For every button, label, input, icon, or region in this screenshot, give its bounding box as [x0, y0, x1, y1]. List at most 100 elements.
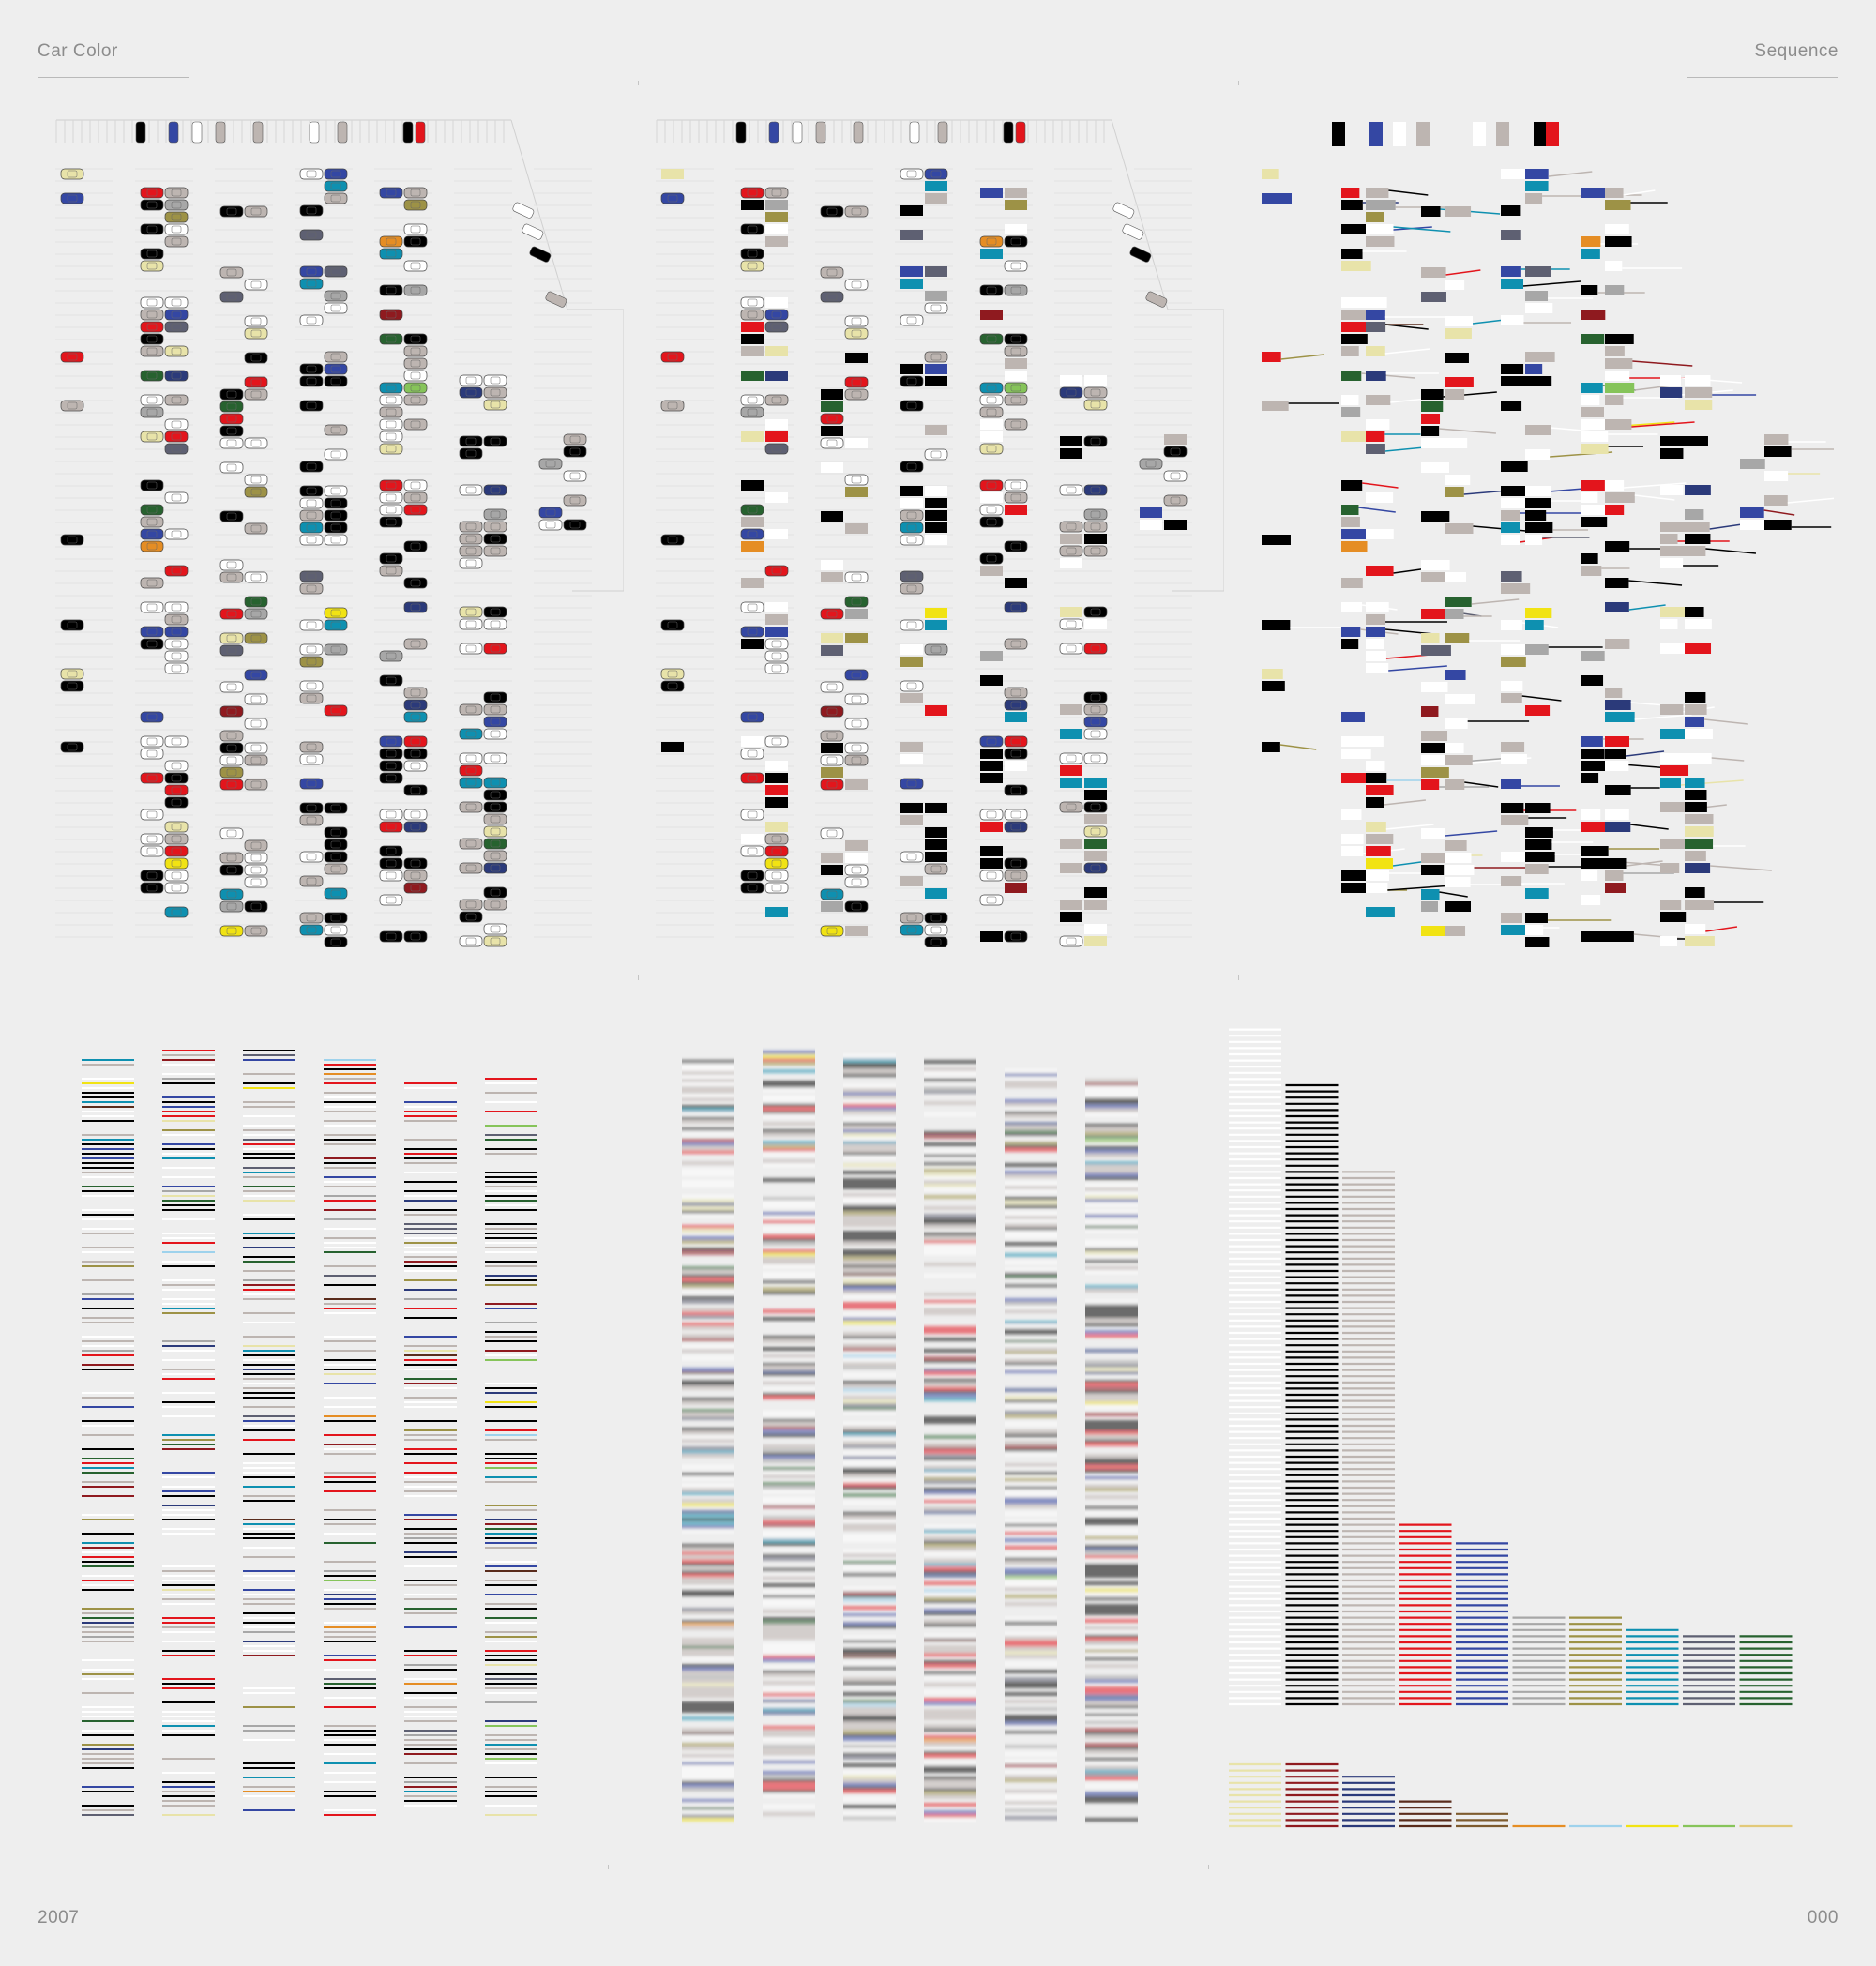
blurred-band [682, 1172, 734, 1176]
blurred-band [1005, 1745, 1057, 1748]
color-block [1421, 901, 1439, 912]
car-window [306, 926, 317, 934]
color-block [1341, 371, 1362, 381]
car-window [747, 189, 758, 197]
car [844, 754, 869, 766]
car [924, 448, 948, 461]
blurred-band [924, 1570, 976, 1574]
car-window [146, 506, 158, 514]
car [764, 565, 789, 577]
blurred-band [1085, 1716, 1138, 1720]
car-block [1005, 358, 1027, 369]
car [140, 199, 164, 211]
car-window [490, 718, 501, 726]
color-link [1279, 744, 1317, 750]
car-window [306, 572, 317, 581]
car-window [306, 658, 317, 666]
blurred-band [843, 1141, 896, 1144]
car-block [1084, 375, 1107, 386]
car-window [226, 829, 237, 838]
blurred-band [682, 1615, 734, 1619]
color-link [1626, 860, 1663, 867]
car-window [330, 304, 341, 312]
color-block [1534, 122, 1547, 146]
blurred-band [924, 1529, 976, 1533]
blurred-band [763, 1752, 815, 1756]
car-window [490, 522, 501, 531]
car [660, 668, 685, 680]
car [1004, 345, 1028, 357]
blurred-band [1085, 1735, 1138, 1739]
car-window [1170, 447, 1181, 456]
blurred-band [843, 1797, 896, 1801]
car-block [900, 815, 923, 825]
car [140, 333, 164, 345]
blurred-band [843, 1606, 896, 1610]
registration-tick [638, 975, 639, 980]
car-window [146, 408, 158, 416]
blurred-band [1085, 1379, 1138, 1383]
blurred-band [1085, 1248, 1138, 1251]
car [164, 845, 189, 857]
car [415, 121, 426, 144]
car-block [925, 522, 947, 533]
car [924, 643, 948, 656]
blurred-band [763, 1373, 815, 1377]
car-window [250, 719, 262, 728]
car-window [490, 937, 501, 945]
car-block [741, 480, 764, 491]
blurred-band [1085, 1139, 1138, 1142]
car-window [826, 780, 838, 789]
car-window [226, 390, 237, 399]
car [219, 401, 244, 413]
car-window [146, 250, 158, 258]
color-link [1623, 189, 1656, 196]
car-window [465, 839, 477, 848]
blurred-band [843, 1137, 896, 1141]
blurred-band [682, 1202, 734, 1206]
car-window [465, 864, 477, 872]
car [459, 728, 483, 740]
car [140, 577, 164, 589]
blurred-band [1005, 1126, 1057, 1129]
blurred-band [924, 1338, 976, 1341]
car-window [465, 644, 477, 653]
blurred-band [763, 1632, 815, 1636]
car [140, 638, 164, 650]
car-window [146, 189, 158, 197]
color-block [1581, 858, 1610, 869]
car-window [146, 396, 158, 404]
car [459, 606, 483, 618]
color-block [1525, 510, 1547, 521]
color-block [1421, 609, 1451, 619]
color-block [1366, 371, 1386, 381]
car-window [226, 854, 237, 862]
car [299, 229, 324, 241]
blurred-band [763, 1152, 815, 1156]
color-block [1341, 602, 1363, 612]
color-block [1581, 773, 1599, 783]
car-block [765, 614, 788, 625]
color-block [1525, 913, 1548, 923]
blurred-band [843, 1711, 896, 1715]
blurred-band [924, 1274, 976, 1278]
blurred-band [843, 1718, 896, 1722]
blurred-band [682, 1589, 734, 1593]
car [1122, 223, 1144, 240]
color-block [1525, 852, 1555, 862]
car-window [146, 432, 158, 441]
car-window [1010, 286, 1021, 295]
blurred-band [682, 1450, 734, 1454]
car [299, 363, 324, 375]
car [403, 418, 428, 431]
blurred-band [1005, 1204, 1057, 1208]
blurred-band [843, 1561, 896, 1565]
car-window [465, 766, 477, 775]
car-window [250, 207, 262, 216]
blurred-band [1085, 1762, 1138, 1765]
blurred-band [1085, 1424, 1138, 1428]
color-block [1366, 346, 1385, 356]
blurred-band [763, 1377, 815, 1381]
car [459, 911, 483, 923]
blurred-band [682, 1112, 734, 1116]
